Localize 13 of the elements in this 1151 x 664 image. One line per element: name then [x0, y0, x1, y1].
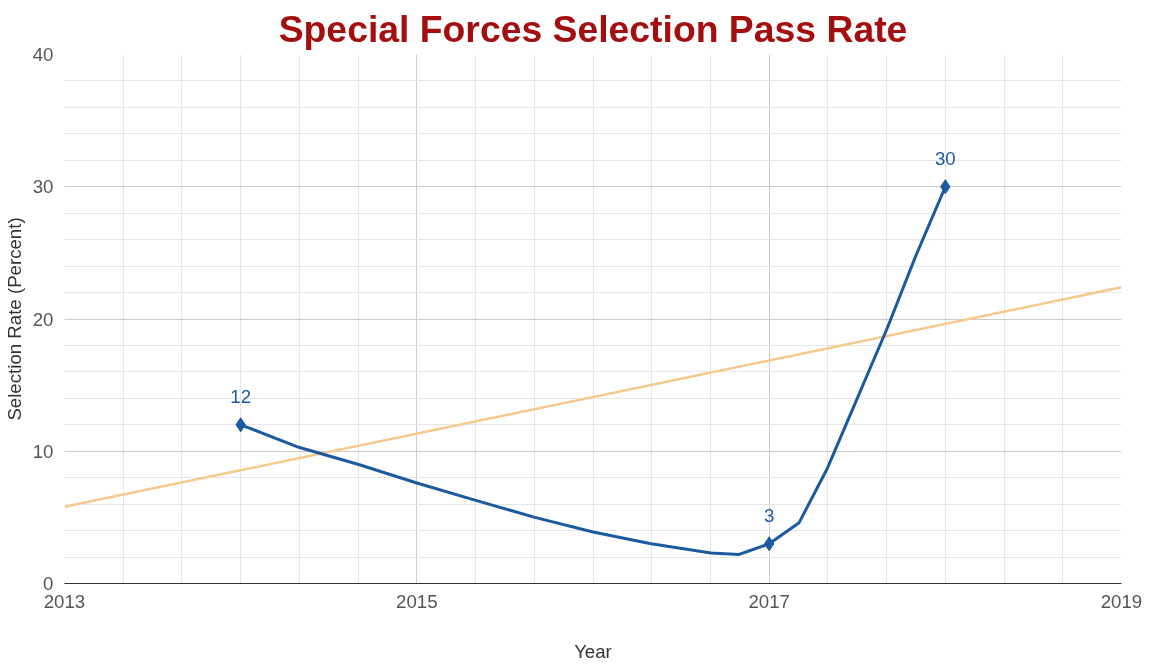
- y-axis-title: Selection Rate (Percent): [3, 217, 25, 421]
- y-tick-label: 20: [32, 308, 54, 330]
- x-axis-title: Year: [574, 640, 612, 662]
- data-label: 30: [934, 147, 956, 169]
- y-tick-label: 30: [32, 176, 54, 198]
- x-tick-label: 2019: [1100, 590, 1143, 612]
- y-tick-label: 10: [32, 440, 54, 462]
- data-label: 3: [763, 504, 775, 526]
- y-tick-label: 40: [32, 44, 54, 65]
- data-label: 12: [230, 385, 252, 407]
- x-tick-label: 2017: [748, 590, 790, 612]
- x-tick-label: 2015: [396, 590, 438, 612]
- chart-title: Special Forces Selection Pass Rate: [278, 7, 908, 50]
